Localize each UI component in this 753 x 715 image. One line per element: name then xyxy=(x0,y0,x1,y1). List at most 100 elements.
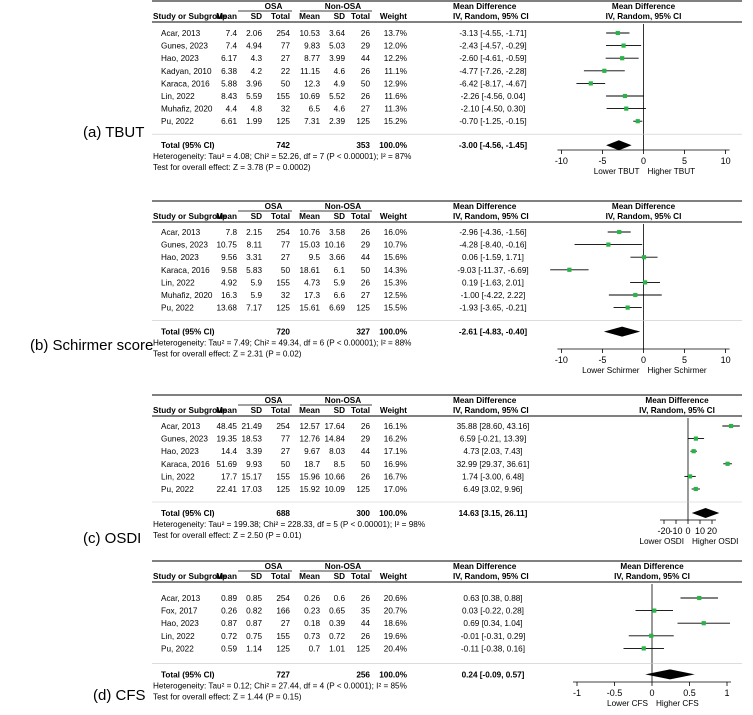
study-name: Acar, 2013 xyxy=(161,29,201,38)
header-sd2: SD xyxy=(334,406,345,415)
study-name: Pu, 2022 xyxy=(161,304,194,313)
header-weight: Weight xyxy=(380,406,407,415)
nonosa-total: 44 xyxy=(361,253,371,262)
overall-effect-text: Test for overall effect: Z = 2.31 (P = 0… xyxy=(153,350,302,359)
header-md-title-plot: Mean Difference xyxy=(612,202,676,211)
table-row: Lin, 2022 8.43 5.59 155 10.69 5.52 26 11.6% -2.2… xyxy=(161,92,644,101)
md-ci-value: -2.60 [-4.61, -0.59] xyxy=(459,54,526,63)
weight-value: 10.7% xyxy=(384,241,407,250)
osa-mean: 10.75 xyxy=(217,241,238,250)
weight-value: 13.7% xyxy=(384,29,407,38)
header-group2: Non-OSA xyxy=(325,562,361,571)
point-estimate xyxy=(691,449,696,454)
study-name: Lin, 2022 xyxy=(161,632,195,641)
favours-left-label: Lower CFS xyxy=(607,699,648,708)
x-tick-label: 10 xyxy=(721,156,731,166)
header-total2: Total xyxy=(351,212,370,221)
table-row: Hao, 2023 0.87 0.87 27 0.18 0.39 44 18.6% 0.69 [… xyxy=(161,619,730,628)
weight-value: 20.4% xyxy=(384,644,407,653)
nonosa-sd: 10.66 xyxy=(325,472,346,481)
nonosa-mean: 0.18 xyxy=(304,619,320,628)
nonosa-total: 125 xyxy=(356,304,370,313)
nonosa-total: 44 xyxy=(361,54,371,63)
osa-total: 155 xyxy=(276,472,290,481)
nonosa-mean: 6.5 xyxy=(309,105,321,114)
nonosa-sd: 5.03 xyxy=(329,42,345,51)
nonosa-total: 26 xyxy=(361,92,371,101)
nonosa-mean: 0.26 xyxy=(304,594,320,603)
nonosa-sd: 14.84 xyxy=(325,435,346,444)
study-name: Karaca, 2016 xyxy=(161,460,210,469)
osa-mean: 6.61 xyxy=(221,117,237,126)
point-estimate xyxy=(633,292,638,298)
panel-label: (a) TBUT xyxy=(83,124,144,141)
nonosa-total: 27 xyxy=(361,291,371,300)
header-mean2: Mean xyxy=(299,12,320,21)
weight-value: 20.6% xyxy=(384,594,407,603)
osa-sd: 1.14 xyxy=(246,644,262,653)
md-ci-value: 32.99 [29.37, 36.61] xyxy=(457,460,530,469)
nonosa-mean: 10.76 xyxy=(300,228,321,237)
weight-value: 15.6% xyxy=(384,253,407,262)
nonosa-total: 29 xyxy=(361,435,371,444)
weight-value: 16.9% xyxy=(384,460,407,469)
md-ci-value: 0.19 [-1.63, 2.01] xyxy=(462,278,524,287)
nonosa-mean: 12.57 xyxy=(300,422,321,431)
osa-mean: 0.26 xyxy=(221,607,237,616)
study-name: Lin, 2022 xyxy=(161,278,195,287)
osa-sd: 7.17 xyxy=(246,304,262,313)
nonosa-mean: 12.3 xyxy=(304,79,320,88)
header-sd2: SD xyxy=(334,212,345,221)
point-estimate xyxy=(635,119,640,124)
total-n2: 327 xyxy=(356,328,370,337)
osa-total: 77 xyxy=(281,42,291,51)
osa-mean: 22.41 xyxy=(217,485,238,494)
table-row: Gunes, 2023 7.4 4.94 77 9.83 5.03 29 12.0% -2.43… xyxy=(161,42,642,51)
table-row: Hao, 2023 9.56 3.31 27 9.5 3.66 44 15.6% 0.06 [-… xyxy=(161,253,658,262)
favours-right-label: Higher CFS xyxy=(656,699,699,708)
nonosa-sd: 0.72 xyxy=(329,632,345,641)
header-group1: OSA xyxy=(265,396,283,405)
heterogeneity-text: Heterogeneity: Tau² = 0.12; Chi² = 27.44… xyxy=(153,681,407,690)
nonosa-total: 26 xyxy=(361,29,371,38)
panel-label: (c) OSDI xyxy=(83,530,141,547)
table-row: Lin, 2022 0.72 0.75 155 0.73 0.72 26 19.6% -0.01… xyxy=(161,632,674,641)
nonosa-sd: 6.1 xyxy=(334,266,346,275)
header-weight: Weight xyxy=(380,12,407,21)
study-name: Hao, 2023 xyxy=(161,619,199,628)
osa-total: 125 xyxy=(276,644,290,653)
total-row: Total (95% CI) 727 256 100.0% 0.24 [-0.09, 0… xyxy=(161,669,695,680)
table-row: Lin, 2022 17.7 15.17 155 15.96 10.66 26 16.7% 1.… xyxy=(161,472,696,481)
nonosa-sd: 8.5 xyxy=(334,460,346,469)
study-name: Kadyan, 2010 xyxy=(161,67,212,76)
point-estimate xyxy=(622,93,628,99)
nonosa-total: 50 xyxy=(361,79,371,88)
header-md-sub-plot: IV, Random, 95% CI xyxy=(639,406,715,415)
osa-sd: 4.94 xyxy=(246,42,262,51)
md-ci-value: -2.10 [-4.50, 0.30] xyxy=(461,105,526,114)
nonosa-sd: 3.99 xyxy=(329,54,345,63)
osa-sd: 15.17 xyxy=(242,472,263,481)
total-ci: 14.63 [3.15, 26.11] xyxy=(459,509,528,518)
point-estimate xyxy=(693,486,698,492)
favours-left-label: Lower Schirmer xyxy=(582,366,640,375)
study-name: Muhafiz, 2020 xyxy=(161,291,213,300)
header-total1: Total xyxy=(271,572,290,581)
osa-sd: 0.87 xyxy=(246,619,262,628)
x-tick-label: 0 xyxy=(641,355,646,365)
osa-total: 50 xyxy=(281,266,291,275)
x-tick-label: 1 xyxy=(724,688,729,698)
weight-value: 11.6% xyxy=(384,92,407,101)
nonosa-sd: 4.6 xyxy=(334,105,346,114)
study-name: Pu, 2022 xyxy=(161,644,194,653)
nonosa-sd: 5.52 xyxy=(329,92,345,101)
osa-sd: 3.39 xyxy=(246,447,262,456)
nonosa-mean: 15.96 xyxy=(300,472,321,481)
md-ci-value: -0.11 [-0.38, 0.16] xyxy=(461,644,525,653)
nonosa-total: 26 xyxy=(361,422,371,431)
osa-mean: 0.87 xyxy=(221,619,237,628)
osa-total: 125 xyxy=(276,304,290,313)
panel-label: (d) CFS xyxy=(93,687,146,704)
